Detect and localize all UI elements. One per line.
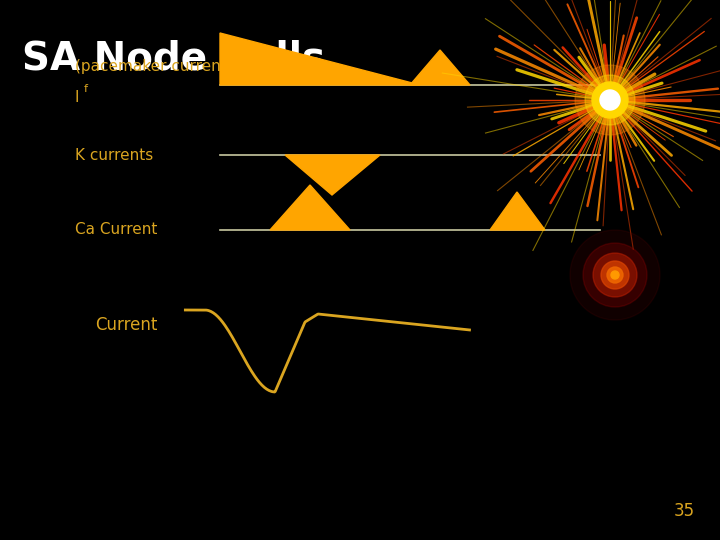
- Circle shape: [592, 82, 628, 118]
- Text: SA Node Cells: SA Node Cells: [22, 40, 325, 78]
- Polygon shape: [270, 185, 350, 230]
- Text: I: I: [75, 90, 79, 105]
- Polygon shape: [490, 192, 545, 230]
- Circle shape: [607, 267, 623, 283]
- Circle shape: [600, 90, 620, 110]
- Circle shape: [601, 261, 629, 289]
- Polygon shape: [285, 155, 380, 195]
- Circle shape: [585, 75, 635, 125]
- Circle shape: [593, 253, 637, 297]
- Polygon shape: [410, 50, 470, 85]
- Text: Ca Current: Ca Current: [75, 222, 158, 238]
- Text: (pacemaker current): (pacemaker current): [75, 59, 233, 75]
- Text: 35: 35: [674, 502, 695, 520]
- Circle shape: [611, 271, 619, 279]
- Circle shape: [575, 65, 645, 135]
- Text: f: f: [84, 84, 88, 94]
- Circle shape: [583, 243, 647, 307]
- Polygon shape: [220, 33, 420, 85]
- Circle shape: [570, 230, 660, 320]
- Text: K currents: K currents: [75, 147, 153, 163]
- Text: Current: Current: [95, 316, 158, 334]
